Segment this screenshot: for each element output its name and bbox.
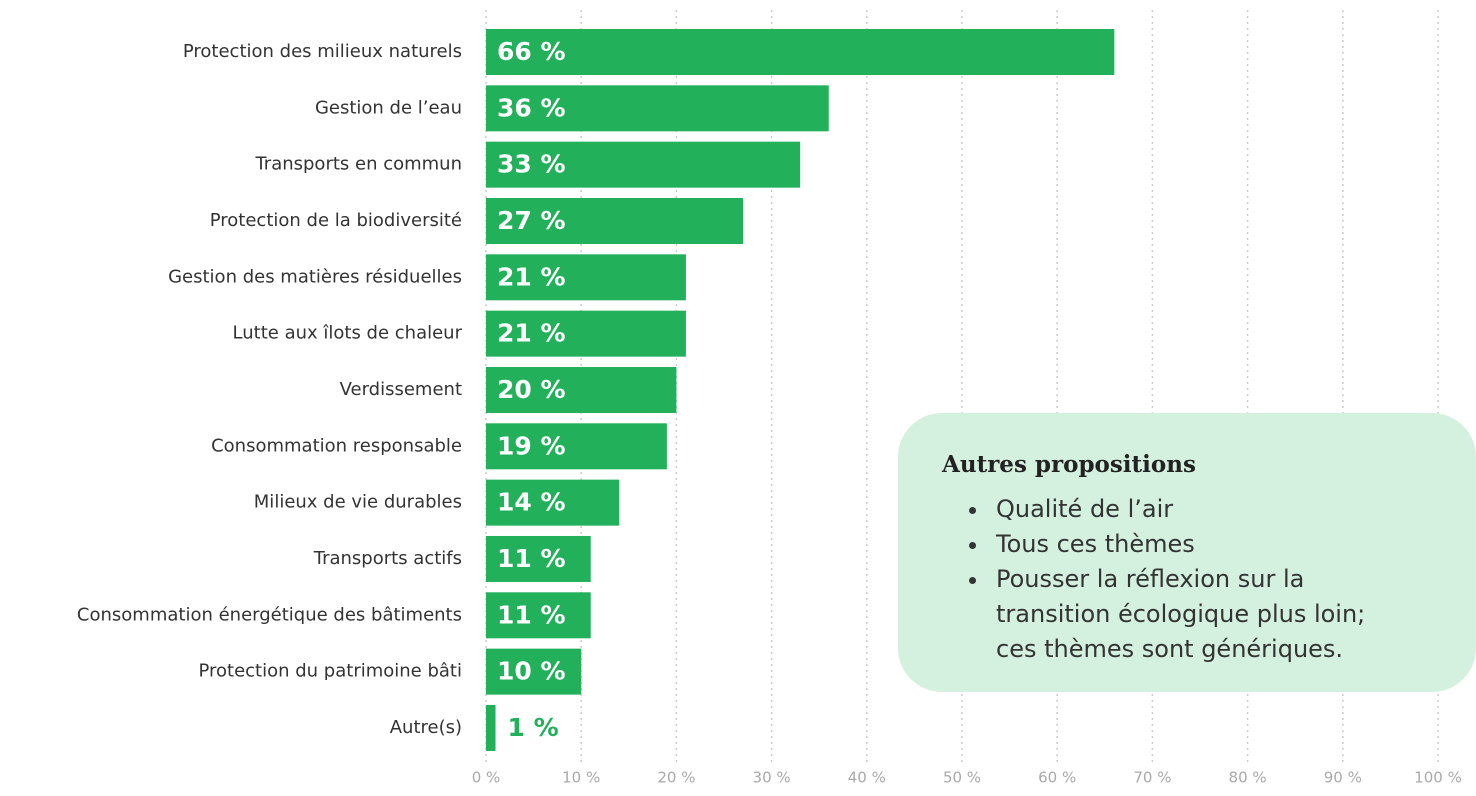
- annotation-list: Qualité de l’air Tous ces thèmes Pousser…: [942, 492, 1410, 667]
- value-label: 33 %: [497, 150, 566, 179]
- bar: [486, 85, 829, 132]
- value-label: 14 %: [497, 488, 566, 517]
- value-label: 1 %: [508, 713, 559, 742]
- x-tick-label: 60 %: [1038, 769, 1076, 787]
- value-label: 21 %: [497, 319, 566, 348]
- value-label: 21 %: [497, 262, 566, 291]
- category-label: Milieux de vie durables: [254, 492, 462, 513]
- category-label: Gestion de l’eau: [315, 97, 462, 118]
- bar: [486, 648, 582, 695]
- value-label: 19 %: [497, 431, 566, 460]
- category-label: Transports en commun: [254, 154, 462, 175]
- value-label: 27 %: [497, 206, 566, 235]
- x-tick-label: 90 %: [1324, 769, 1362, 787]
- category-label: Protection du patrimoine bâti: [198, 661, 462, 682]
- category-label: Verdissement: [340, 379, 462, 400]
- x-tick-label: 70 %: [1133, 769, 1171, 787]
- value-label: 10 %: [497, 657, 566, 686]
- category-label: Autre(s): [390, 717, 462, 738]
- annotation-box: Autres propositions Qualité de l’air Tou…: [898, 413, 1476, 692]
- x-tick-label: 50 %: [943, 769, 981, 787]
- x-tick-label: 100 %: [1414, 769, 1462, 787]
- bar: [486, 423, 667, 470]
- category-label: Protection de la biodiversité: [210, 210, 462, 231]
- bar: [486, 310, 686, 357]
- bar: [486, 29, 1115, 75]
- bar: [486, 535, 591, 582]
- bar: [486, 704, 496, 751]
- value-label: 11 %: [497, 544, 566, 573]
- annotation-item: Qualité de l’air: [990, 492, 1410, 527]
- bar: [486, 592, 591, 639]
- x-tick-label: 30 %: [753, 769, 791, 787]
- category-label: Consommation énergétique des bâtiments: [77, 604, 462, 625]
- x-tick-label: 0 %: [472, 769, 501, 787]
- bar: [486, 479, 620, 526]
- category-label: Transports actifs: [313, 548, 462, 569]
- bar: [486, 254, 686, 301]
- bar: [486, 141, 801, 188]
- x-tick-label: 20 %: [657, 769, 695, 787]
- x-tick-label: 80 %: [1229, 769, 1267, 787]
- category-label: Lutte aux îlots de chaleur: [233, 323, 463, 344]
- annotation-title: Autres propositions: [942, 451, 1196, 478]
- category-label: Gestion des matières résiduelles: [168, 266, 462, 287]
- value-label: 66 %: [497, 37, 566, 66]
- annotation-item: Pousser la réflexion sur la transition é…: [990, 562, 1410, 667]
- category-label: Protection des milieux naturels: [183, 41, 462, 62]
- annotation-item: Tous ces thèmes: [990, 527, 1410, 562]
- x-tick-label: 10 %: [562, 769, 600, 787]
- value-label: 11 %: [497, 600, 566, 629]
- bar: [486, 197, 744, 244]
- bar: [486, 366, 677, 413]
- value-label: 36 %: [497, 93, 566, 122]
- category-label: Consommation responsable: [211, 435, 462, 456]
- x-tick-label: 40 %: [848, 769, 886, 787]
- value-label: 20 %: [497, 375, 566, 404]
